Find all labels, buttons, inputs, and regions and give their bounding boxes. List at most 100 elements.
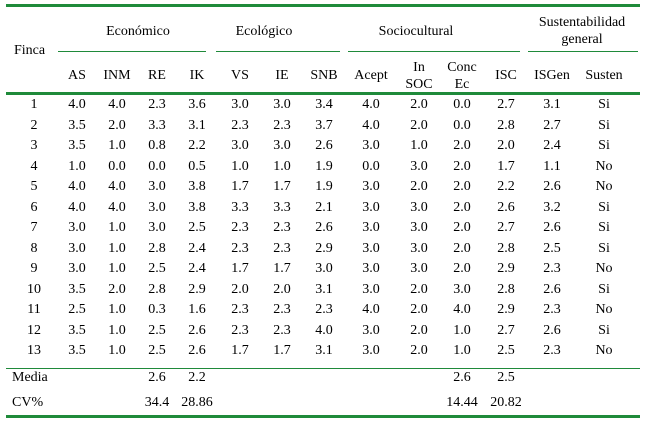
cell-in-soc: 2.0: [410, 97, 428, 112]
cell-finca: 9: [30, 261, 38, 276]
summary-re: 2.6: [148, 370, 166, 385]
cell-acept: 3.0: [362, 343, 380, 358]
summary-isc: 2.5: [497, 370, 515, 385]
cell-finca: 7: [30, 220, 38, 235]
cell-as: 4.0: [68, 97, 86, 112]
cell-susten: Si: [598, 220, 610, 235]
cell-inm: 1.0: [108, 322, 126, 338]
group-sustentabilidad-line2: general: [561, 32, 603, 47]
cell-acept: 0.0: [362, 158, 380, 174]
summary-conc: 14.44: [446, 395, 478, 410]
col-header-inm: INM: [103, 68, 131, 83]
cell-conc-ec: 2.0: [453, 199, 471, 215]
cell-inm: 1.0: [108, 138, 126, 153]
col-header-vs: VS: [231, 68, 249, 83]
group-sustentabilidad-line1: Sustentabilidad: [538, 15, 626, 30]
cell-inm: 1.0: [108, 302, 126, 317]
cell-isgen: 2.3: [543, 261, 561, 276]
cell-snb: 2.3: [315, 302, 333, 317]
cell-conc-ec: 4.0: [453, 302, 471, 317]
cell-susten: Si: [598, 281, 610, 297]
cell-snb: 3.1: [315, 281, 333, 297]
cell-re: 0.0: [148, 158, 166, 174]
cell-vs: 3.0: [231, 97, 249, 112]
col-header-as: AS: [68, 68, 86, 83]
cell-snb: 3.1: [315, 343, 333, 358]
summary-label: CV%: [12, 395, 44, 410]
cell-conc-ec: 0.0: [453, 97, 471, 112]
cell-finca: 2: [30, 117, 38, 133]
cell-ie: 3.0: [273, 138, 291, 153]
cell-isgen: 2.7: [543, 117, 561, 133]
cell-as: 1.0: [68, 158, 86, 174]
cell-isc: 2.2: [497, 179, 515, 194]
cell-isgen: 2.5: [543, 240, 561, 256]
cell-isgen: 3.1: [543, 97, 561, 112]
cell-conc-ec: 2.0: [453, 220, 471, 235]
cell-in-soc: 3.0: [410, 199, 428, 215]
cell-susten: No: [595, 302, 613, 317]
cell-re: 3.3: [148, 117, 166, 133]
group-economico: Económico: [106, 24, 170, 39]
cell-ie: 2.3: [273, 240, 291, 256]
cell-acept: 3.0: [362, 138, 380, 153]
cell-isgen: 2.6: [543, 179, 561, 194]
cell-re: 3.0: [148, 199, 166, 215]
cell-conc-ec: 1.0: [453, 322, 471, 338]
cell-as: 3.5: [68, 117, 86, 133]
cell-isgen: 1.1: [543, 158, 561, 174]
cell-finca: 3: [30, 138, 38, 153]
economico-group-line: [58, 51, 206, 52]
cell-susten: No: [595, 343, 613, 358]
cell-conc-ec: 2.0: [453, 179, 471, 194]
cell-inm: 1.0: [108, 240, 126, 256]
cell-in-soc: 1.0: [410, 138, 428, 153]
col-header-in-soc-line2: SOC: [405, 77, 433, 92]
cell-ie: 1.0: [273, 158, 291, 174]
cell-re: 2.5: [148, 343, 166, 358]
cell-susten: No: [595, 158, 613, 174]
cell-snb: 3.0: [315, 261, 333, 276]
cell-re: 0.3: [148, 302, 166, 317]
cell-vs: 2.3: [231, 322, 249, 338]
cell-ik: 3.6: [188, 97, 206, 112]
cell-isgen: 2.6: [543, 220, 561, 235]
cell-finca: 8: [30, 240, 38, 256]
col-header-susten: Susten: [585, 68, 623, 83]
cell-ik: 3.8: [188, 199, 206, 215]
ecologico-group-line: [216, 51, 340, 52]
cell-snb: 3.7: [315, 117, 333, 133]
cell-in-soc: 2.0: [410, 281, 428, 297]
cell-as: 4.0: [68, 199, 86, 215]
cell-re: 3.0: [148, 220, 166, 235]
cell-ik: 1.6: [188, 302, 206, 317]
cell-vs: 2.0: [231, 281, 249, 297]
cell-susten: Si: [598, 322, 610, 338]
cell-conc-ec: 3.0: [453, 281, 471, 297]
cell-snb: 2.6: [315, 220, 333, 235]
cell-isc: 2.9: [497, 302, 515, 317]
col-header-isgen: ISGen: [534, 68, 570, 83]
cell-finca: 6: [30, 199, 38, 215]
cell-ik: 2.9: [188, 281, 206, 297]
cell-ik: 3.8: [188, 179, 206, 194]
cell-acept: 3.0: [362, 322, 380, 338]
cell-inm: 1.0: [108, 220, 126, 235]
cell-vs: 3.3: [231, 199, 249, 215]
col-header-conc-ec-line2: Ec: [454, 77, 470, 92]
cell-ik: 3.1: [188, 117, 206, 133]
cell-acept: 3.0: [362, 179, 380, 194]
cell-snb: 2.9: [315, 240, 333, 256]
cell-snb: 3.4: [315, 97, 333, 112]
cell-susten: Si: [598, 199, 610, 215]
cell-ie: 2.3: [273, 302, 291, 317]
cell-acept: 3.0: [362, 240, 380, 256]
finca-header: Finca: [14, 43, 46, 58]
cell-susten: No: [595, 261, 613, 276]
cell-re: 2.5: [148, 322, 166, 338]
cell-re: 2.8: [148, 240, 166, 256]
cell-ie: 2.0: [273, 281, 291, 297]
cell-vs: 2.3: [231, 240, 249, 256]
cell-susten: No: [595, 179, 613, 194]
col-header-re: RE: [148, 68, 166, 83]
